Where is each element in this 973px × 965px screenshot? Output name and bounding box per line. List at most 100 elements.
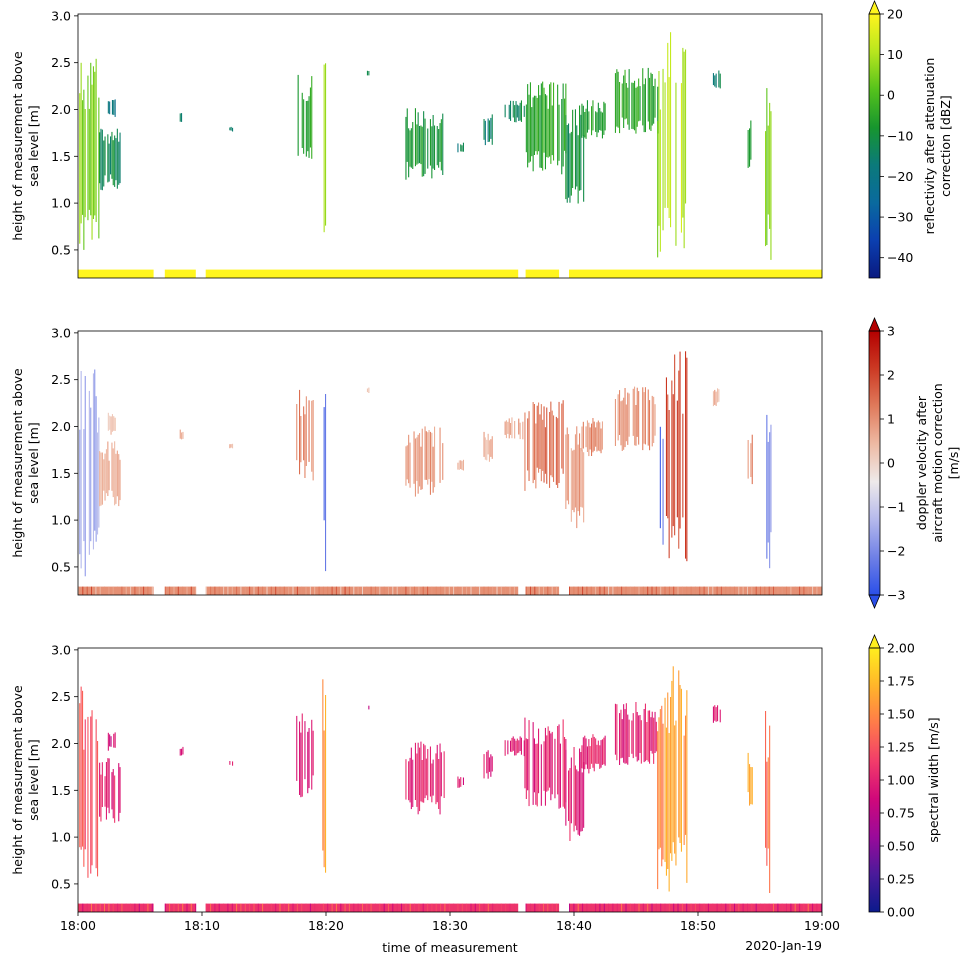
colorbar-gradient-width [869,648,880,912]
cloud-velocity-1 [99,441,121,507]
cloud-width-15 [614,702,657,765]
surface-segment-width-0 [78,903,154,912]
cloud-reflectivity-10 [483,114,493,146]
cloud-reflectivity-9 [457,142,464,153]
ytick-label-width-3: 2.0 [51,736,71,751]
ytick-label-velocity-5: 3.0 [51,325,71,340]
colorbar-tick-label-width-4: 1.00 [887,773,915,788]
cloud-width-13 [565,747,585,841]
colorbar-extend-max-velocity [868,316,881,332]
cloud-velocity-19 [747,434,753,485]
surface-segment-reflectivity-1 [164,269,196,278]
colorbar-tick-label-width-2: 1.50 [887,707,915,722]
colorbar-label-velocity-line3: [m/s] [946,447,961,480]
surface-segment-reflectivity-4 [569,269,822,278]
cloud-reflectivity-20 [765,88,772,260]
cloud-width-14 [581,734,606,774]
ytick-label-reflectivity-0: 0.5 [51,242,71,257]
cloud-reflectivity-0 [79,58,100,250]
cloud-velocity-12 [524,400,564,491]
plot-area-reflectivity [78,14,822,278]
colorbar-tick-label-reflectivity-4: −20 [887,169,913,184]
ytick-label-reflectivity-3: 2.0 [51,102,71,117]
cloud-velocity-10 [483,431,493,462]
ytick-label-velocity-3: 2.0 [51,419,71,434]
ytick-label-width-2: 1.5 [51,783,71,798]
cloud-velocity-20 [766,414,772,569]
surface-band-velocity [78,586,822,595]
y-axis-velocity: 0.5 1.0 1.5 2.0 2.5 3.0 [51,325,78,574]
surface-band-reflectivity [78,269,822,278]
surface-segment-reflectivity-0 [78,269,154,278]
cloud-velocity-2 [107,412,116,435]
xtick-label-5: 18:50 [680,918,716,933]
ytick-label-reflectivity-5: 3.0 [51,8,71,23]
cloud-width-11 [504,736,525,757]
ytick-label-velocity-0: 0.5 [51,559,71,574]
ytick-label-width-4: 2.5 [51,689,71,704]
cloud-reflectivity-14 [581,100,606,139]
cloud-reflectivity-2 [107,99,116,117]
frame-reflectivity [77,13,823,279]
colorbar-velocity: 3 2 1 0 −1 −2 −3 [868,316,905,610]
cloud-reflectivity-3 [179,113,183,122]
panel-width: 0.51.01.52.02.53.0 18:00 18:10 18:20 18:30 1… [10,633,941,955]
heatmap-velocity [78,351,822,595]
colorbar-label-reflectivity-line2: correction [dBZ] [938,95,953,197]
colorbar-tick-label-velocity-2: 1 [887,412,895,427]
surface-segment-width-2 [205,903,519,912]
colorbar-label-width: spectral width [m/s] [926,717,941,842]
xtick-label-3: 18:30 [432,918,468,933]
colorbar-extend-min-velocity [868,594,881,610]
plot-area-velocity [78,331,822,595]
cloud-reflectivity-11 [504,100,525,123]
cloud-velocity-16 [659,426,664,545]
cloud-reflectivity-1 [99,128,121,191]
cloud-velocity-0 [79,369,100,577]
colorbar-tick-label-reflectivity-0: 20 [887,7,903,22]
frame-width [77,647,823,913]
ytick-label-velocity-1: 1.0 [51,513,71,528]
cloud-velocity-14 [581,418,603,457]
colorbar-tick-label-reflectivity-3: −10 [887,128,913,143]
xtick-label-0: 18:00 [60,918,96,933]
surface-segment-velocity-1 [164,586,196,595]
xtick-label-1: 18:10 [184,918,220,933]
xtick-label-6: 19:00 [804,918,840,933]
colorbar-reflectivity: 20 10 0 −10 −20 −30 −40 [868,0,913,279]
colorbar-tick-label-velocity-4: −1 [887,500,905,515]
cloud-width-4 [229,761,234,766]
colorbar-tick-label-width-6: 0.50 [887,839,915,854]
cloud-width-19 [747,752,753,806]
ylabel-velocity-line2: sea level [m] [26,422,41,503]
surface-segment-reflectivity-2 [205,269,519,278]
cloud-width-18 [712,705,721,723]
cloud-velocity-13 [565,426,585,529]
colorbar-tick-label-reflectivity-1: 10 [887,47,903,62]
surface-band-width [78,903,822,912]
cloud-velocity-9 [457,459,464,471]
cloud-velocity-4 [229,443,234,449]
cloud-velocity-5 [296,389,314,481]
colorbar-extend-max-reflectivity [868,0,881,15]
cloud-width-8 [405,741,445,815]
date-label: 2020-Jan-19 [745,938,822,953]
cloud-width-10 [483,750,493,779]
ytick-label-width-0: 0.5 [51,876,71,891]
ylabel-velocity-line1: height of measurement above [10,368,25,558]
colorbar-extend-max-width [868,633,881,649]
ytick-label-reflectivity-1: 1.0 [51,196,71,211]
surface-segment-velocity-2 [205,586,519,595]
colorbar-frame-reflectivity [868,13,881,279]
plot-area-width [78,648,822,912]
colorbar-tick-label-velocity-3: 0 [887,456,895,471]
colorbar-tick-label-velocity-0: 3 [887,324,895,339]
cloud-reflectivity-15 [614,67,659,134]
cloud-width-5 [296,713,314,798]
cloud-reflectivity-5 [297,74,313,159]
colorbar-gradient-reflectivity [869,14,880,278]
colorbar-tick-label-width-3: 1.25 [887,740,915,755]
colorbar-label-reflectivity-line1: reflectivity after attenuation [922,58,937,235]
cloud-width-20 [765,711,771,893]
